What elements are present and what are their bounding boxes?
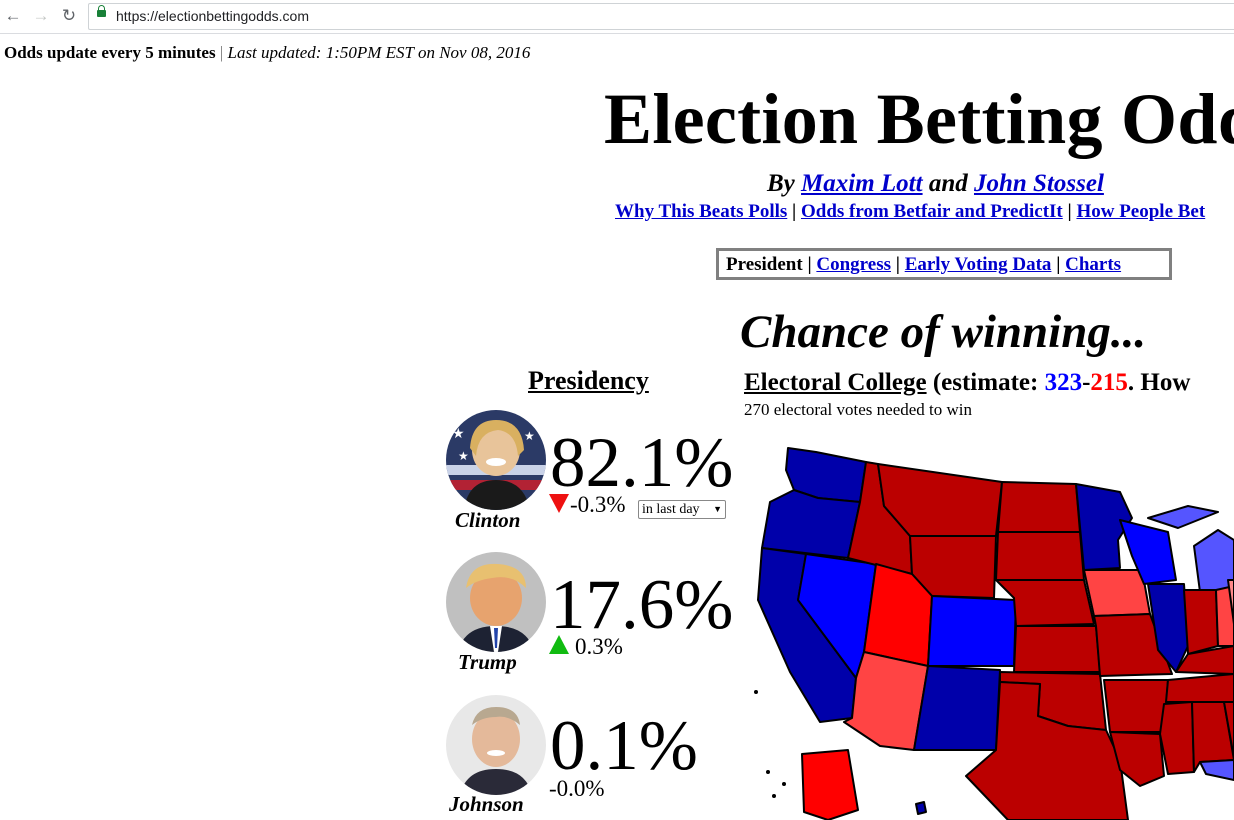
link-separator: | <box>787 201 801 222</box>
state-oregon[interactable] <box>761 489 861 559</box>
link-separator: | <box>1062 201 1077 222</box>
state-south-dakota[interactable] <box>995 531 1085 581</box>
lock-icon <box>97 5 106 17</box>
state-colorado[interactable] <box>927 595 1017 667</box>
johnson-avatar <box>446 695 546 795</box>
electoral-college-heading: Electoral College (estimate: 323-215. Ho… <box>744 369 1190 397</box>
last-updated-line: Odds update every 5 minutes | Last updat… <box>4 43 530 63</box>
odds-source-link[interactable]: Odds from Betfair and PredictIt <box>800 201 1063 222</box>
tab-separator: | <box>1051 254 1066 275</box>
tab-separator: | <box>802 254 817 275</box>
period-select-value: in last day <box>642 502 700 517</box>
dem-electoral-votes: 323 <box>1044 369 1083 396</box>
state-missouri[interactable] <box>1093 613 1173 677</box>
state-indiana[interactable] <box>1183 589 1219 655</box>
estimate-dash: - <box>1082 369 1091 396</box>
state-pennsylvania[interactable] <box>1227 579 1234 625</box>
johnson-change: -0.0% <box>549 776 605 802</box>
reload-icon[interactable]: ↻ <box>61 6 77 25</box>
state-kansas[interactable] <box>1013 625 1101 673</box>
rep-electoral-votes: 215 <box>1090 369 1128 396</box>
byline: By Maxim Lott and John Stossel <box>767 170 1104 198</box>
chevron-down-icon: ▼ <box>713 504 722 514</box>
byline-prefix: By <box>767 170 802 197</box>
browser-toolbar: ← → ↻ https://electionbettingodds.com <box>0 0 1234 34</box>
how-people-bet-link[interactable]: How People Bet <box>1076 201 1206 222</box>
why-this-beats-polls-link[interactable]: Why This Beats Polls <box>615 201 788 222</box>
race-tabs: President | Congress | Early Voting Data… <box>716 248 1172 280</box>
state-michigan-up[interactable] <box>1147 505 1219 529</box>
address-bar[interactable]: https://electionbettingodds.com <box>88 3 1234 30</box>
state-new-mexico[interactable] <box>913 665 1001 751</box>
forward-arrow-icon[interactable]: → <box>32 6 50 25</box>
author-maxim-lott-link[interactable]: Maxim Lott <box>801 170 923 197</box>
state-alaska[interactable] <box>801 749 859 820</box>
trump-change: 0.3% <box>549 634 623 660</box>
candidate-name-trump: Trump <box>458 650 517 674</box>
clinton-avatar: ★ ★ ★ <box>446 410 546 510</box>
state-michigan[interactable] <box>1193 529 1234 593</box>
state-wisconsin[interactable] <box>1119 519 1177 585</box>
electoral-votes-needed: 270 electoral votes needed to win <box>744 400 973 419</box>
clinton-change-value: -0.3% <box>570 492 626 517</box>
estimate-prefix: (estimate: <box>926 369 1045 396</box>
svg-text:★: ★ <box>524 429 535 443</box>
tab-early-voting-data[interactable]: Early Voting Data <box>904 254 1052 275</box>
tab-congress[interactable]: Congress <box>816 254 891 275</box>
johnson-change-value: -0.0% <box>549 776 605 801</box>
byline-and: and <box>922 170 974 197</box>
tab-president: President <box>726 254 803 275</box>
electoral-college-link[interactable]: Electoral College <box>744 369 927 396</box>
state-north-dakota[interactable] <box>997 481 1081 533</box>
estimate-suffix: . How <box>1127 369 1191 396</box>
state-arkansas[interactable] <box>1103 679 1169 733</box>
clinton-change: -0.3% <box>549 492 626 518</box>
tab-charts[interactable]: Charts <box>1065 254 1122 275</box>
state-florida[interactable] <box>1199 759 1234 781</box>
electoral-map[interactable] <box>748 440 1234 820</box>
chance-heading: Chance of winning... <box>740 306 1147 358</box>
candidate-name-clinton: Clinton <box>455 508 521 532</box>
state-illinois[interactable] <box>1147 583 1189 673</box>
page-title: Election Betting Odds <box>604 79 1234 159</box>
author-john-stossel-link[interactable]: John Stossel <box>973 170 1104 197</box>
url-text: https://electionbettingodds.com <box>116 8 310 24</box>
state-georgia[interactable] <box>1223 701 1234 759</box>
back-arrow-icon[interactable]: ← <box>4 6 22 25</box>
johnson-percent: 0.1% <box>550 707 698 785</box>
presidency-heading: Presidency <box>528 366 649 395</box>
svg-text:★: ★ <box>452 427 465 442</box>
clinton-percent: 82.1% <box>550 424 734 502</box>
trump-avatar <box>446 552 546 652</box>
down-arrow-icon <box>549 494 569 513</box>
period-select[interactable]: in last day ▼ <box>638 500 726 519</box>
up-arrow-icon <box>549 635 569 654</box>
last-updated-time: Last updated: 1:50PM EST on Nov 08, 2016 <box>227 43 531 62</box>
svg-text:★: ★ <box>458 449 469 463</box>
update-frequency: Odds update every 5 minutes <box>4 43 216 62</box>
state-kentucky[interactable] <box>1175 645 1234 675</box>
state-hawaii[interactable] <box>915 801 927 815</box>
candidate-name-johnson: Johnson <box>449 792 524 816</box>
state-louisiana[interactable] <box>1109 731 1165 787</box>
state-tennessee[interactable] <box>1165 673 1234 703</box>
tab-separator: | <box>891 254 905 275</box>
trump-change-value: 0.3% <box>575 634 623 659</box>
info-links: Why This Beats Polls | Odds from Betfair… <box>615 201 1205 223</box>
trump-percent: 17.6% <box>550 566 734 644</box>
updated-separator: | <box>219 43 224 62</box>
state-mississippi[interactable] <box>1159 701 1195 775</box>
